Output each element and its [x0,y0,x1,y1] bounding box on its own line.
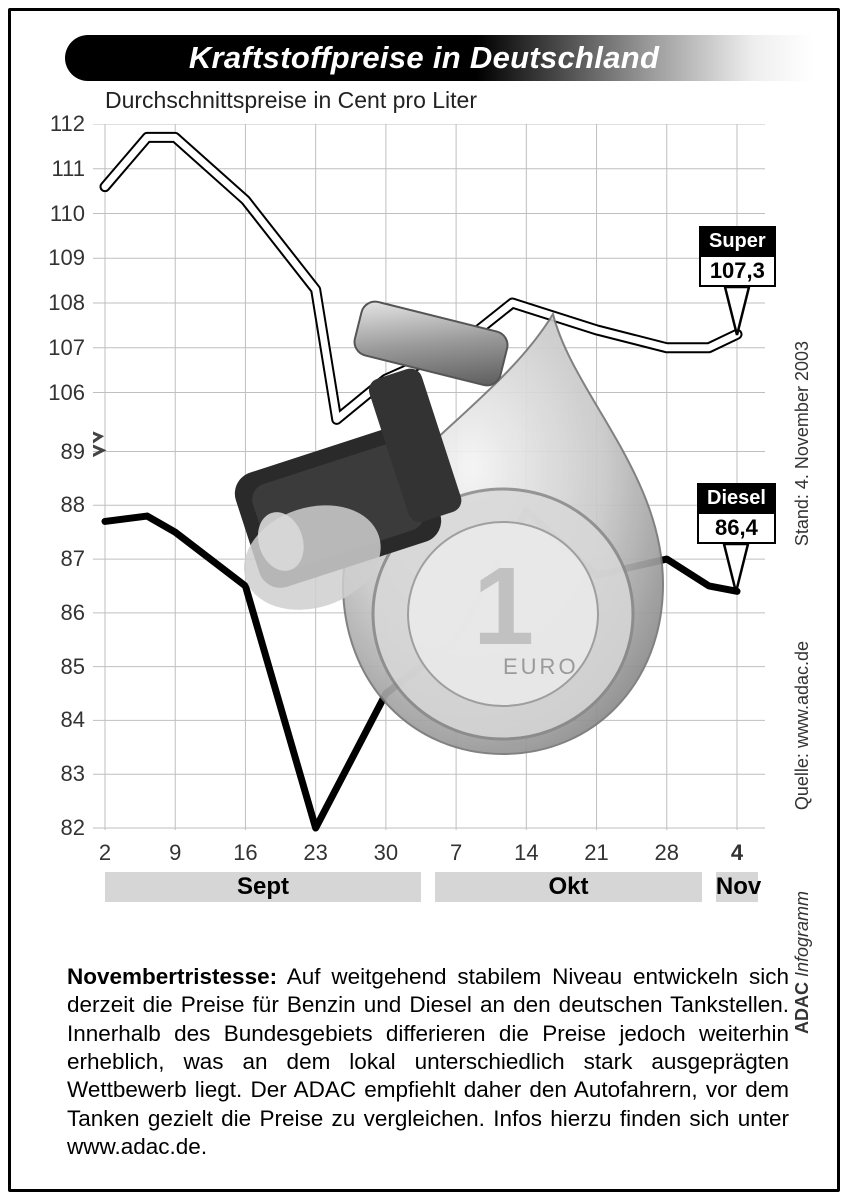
y-axis: 1121111101091081071068988878685848382 [35,116,91,896]
credit-date: Stand: 4. November 2003 [792,341,813,546]
callout-super: Super 107,3 [699,226,776,287]
callout-super-value: 107,3 [699,257,776,287]
y-tick-label: 111 [52,156,85,182]
y-tick-label: 83 [61,761,85,787]
body-paragraph: Auf weitgehend stabilem Niveau entwickel… [67,964,789,1159]
body-lead: Novembertristesse: [67,964,277,989]
y-tick-label: 87 [61,546,85,572]
y-tick-label: 88 [61,492,85,518]
y-tick-label: 109 [48,245,85,271]
x-tick-label: 21 [584,840,608,866]
plot-area: 1 EURO Super 107,3 [93,124,765,836]
y-tick-label: 85 [61,654,85,680]
y-tick-label: 110 [50,201,85,227]
title-bar: Kraftstoffpreise in Deutschland [65,35,813,81]
month-label: Sept [105,872,421,902]
callout-diesel-label: Diesel [697,483,776,514]
x-tick-label: 2 [99,840,111,866]
credit-brand-rest: Infogramm [792,891,812,982]
chart: 1121111101091081071068988878685848382 [35,116,795,896]
callout-pointer-icon [716,544,756,594]
infographic-frame: Kraftstoffpreise in Deutschland Durchsch… [8,8,840,1192]
y-tick-label: 84 [61,707,85,733]
callout-super-label: Super [699,226,776,257]
callout-diesel: Diesel 86,4 [697,483,776,544]
callout-diesel-value: 86,4 [697,514,776,544]
y-tick-label: 112 [50,111,85,137]
callout-pointer-icon [717,287,757,337]
y-tick-label: 106 [48,380,85,406]
x-tick-label: 30 [374,840,398,866]
x-tick-label: 14 [514,840,538,866]
month-label: Nov [716,872,758,902]
x-tick-label: 7 [450,840,462,866]
y-tick-label: 86 [61,600,85,626]
y-tick-label: 108 [48,290,85,316]
month-row: Sept Okt Nov [93,872,765,902]
y-tick-label: 107 [48,335,85,361]
x-tick-label: 9 [169,840,181,866]
title-text: Kraftstoffpreise in Deutschland [189,40,659,76]
y-tick-label: 82 [61,815,85,841]
body-text: Novembertristesse: Auf weitgehend stabil… [67,963,789,1161]
subtitle: Durchschnittspreise in Cent pro Liter [105,87,813,114]
y-tick-label: 89 [61,439,85,465]
plot-svg [93,124,765,836]
x-axis-ticks: 2 9 16 23 30 7 14 21 28 4 [93,840,765,866]
credit-brand: ADAC Infogramm [792,891,813,1034]
x-tick-label: 16 [233,840,257,866]
x-tick-label: 4 [731,840,743,866]
x-tick-label: 23 [303,840,327,866]
credit-brand-bold: ADAC [792,982,812,1034]
x-tick-label: 28 [655,840,679,866]
credit-source: Quelle: www.adac.de [792,641,813,810]
month-label: Okt [435,872,702,902]
